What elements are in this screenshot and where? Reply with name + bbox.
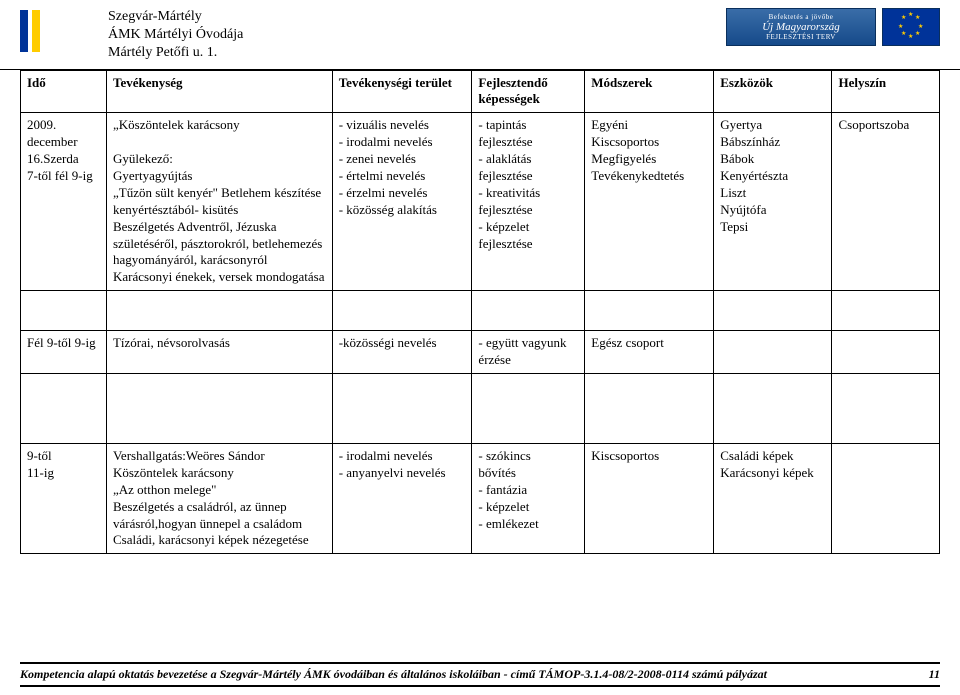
eu-flag-logo: ★ ★ ★ ★ ★ ★ ★ ★ bbox=[882, 8, 940, 46]
cell-hely-1: Csoportszoba bbox=[832, 113, 940, 291]
school-line1: Szegvár-Mártély bbox=[108, 8, 243, 26]
bar-blue bbox=[20, 10, 28, 52]
cell-ido-3: 9-től 11-ig bbox=[21, 444, 107, 554]
cell-tev-2: Tízórai, névsorolvasás bbox=[106, 331, 332, 374]
page-header: Szegvár-Mártély ÁMK Mártélyi Óvodája Már… bbox=[0, 0, 960, 70]
cell-ter-1: - vizuális nevelés - irodalmi nevelés - … bbox=[332, 113, 472, 291]
umft-sub: FEJLESZTÉSI TERV bbox=[766, 33, 836, 41]
cell-esz-2 bbox=[714, 331, 832, 374]
table-row: Fél 9-től 9-ig Tízórai, névsorolvasás -k… bbox=[21, 331, 940, 374]
schedule-table: Idő Tevékenység Tevékenységi terület Fej… bbox=[20, 70, 940, 555]
bar-yellow bbox=[32, 10, 40, 52]
umft-main: Új Magyarország bbox=[762, 21, 840, 33]
cell-kep-2: - együtt vagyunk érzése bbox=[472, 331, 585, 374]
cell-esz-3: Családi képek Karácsonyi képek bbox=[714, 444, 832, 554]
eu-stars-icon: ★ ★ ★ ★ ★ ★ ★ ★ bbox=[899, 15, 923, 39]
spacer-row bbox=[21, 374, 940, 444]
cell-mod-3: Kiscsoportos bbox=[585, 444, 714, 554]
th-modszerek: Módszerek bbox=[585, 70, 714, 113]
table-row: 9-től 11-ig Vershallgatás:Weöres Sándor … bbox=[21, 444, 940, 554]
th-eszkozok: Eszközök bbox=[714, 70, 832, 113]
spacer-row bbox=[21, 291, 940, 331]
page-footer: Kompetencia alapú oktatás bevezetése a S… bbox=[20, 662, 940, 687]
cell-ido-2: Fél 9-től 9-ig bbox=[21, 331, 107, 374]
th-helyszin: Helyszín bbox=[832, 70, 940, 113]
page-number: 11 bbox=[929, 667, 940, 682]
cell-kep-1: - tapintás fejlesztése - alaklátás fejle… bbox=[472, 113, 585, 291]
table-row: 2009. december 16.Szerda 7-től fél 9-ig … bbox=[21, 113, 940, 291]
school-line2: ÁMK Mártélyi Óvodája bbox=[108, 26, 243, 44]
th-tevekenyseg: Tevékenység bbox=[106, 70, 332, 113]
school-line3: Mártély Petőfi u. 1. bbox=[108, 44, 243, 62]
cell-tev-1: „Köszöntelek karácsony Gyülekező: Gyerty… bbox=[106, 113, 332, 291]
umft-small: Befektetés a jövőbe bbox=[769, 13, 834, 21]
cell-tev-3: Vershallgatás:Weöres Sándor Köszöntelek … bbox=[106, 444, 332, 554]
cell-ido-1: 2009. december 16.Szerda 7-től fél 9-ig bbox=[21, 113, 107, 291]
header-left: Szegvár-Mártély ÁMK Mártélyi Óvodája Már… bbox=[20, 8, 243, 63]
header-right-logos: Befektetés a jövőbe Új Magyarország FEJL… bbox=[726, 8, 940, 46]
cell-mod-1: Egyéni Kiscsoportos Megfigyelés Tevékeny… bbox=[585, 113, 714, 291]
cell-hely-2 bbox=[832, 331, 940, 374]
table-header-row: Idő Tevékenység Tevékenységi terület Fej… bbox=[21, 70, 940, 113]
th-terulet: Tevékenységi terület bbox=[332, 70, 472, 113]
cell-ter-2: -közösségi nevelés bbox=[332, 331, 472, 374]
th-ido: Idő bbox=[21, 70, 107, 113]
th-kepessegek: Fejlesztendő képességek bbox=[472, 70, 585, 113]
umft-logo: Befektetés a jövőbe Új Magyarország FEJL… bbox=[726, 8, 876, 46]
footer-text: Kompetencia alapú oktatás bevezetése a S… bbox=[20, 667, 767, 682]
cell-ter-3: - irodalmi nevelés - anyanyelvi nevelés bbox=[332, 444, 472, 554]
cell-esz-1: Gyertya Bábszínház Bábok Kenyértészta Li… bbox=[714, 113, 832, 291]
cell-mod-2: Egész csoport bbox=[585, 331, 714, 374]
school-info: Szegvár-Mártély ÁMK Mártélyi Óvodája Már… bbox=[48, 8, 243, 63]
cell-kep-3: - szókincs bővítés - fantázia - képzelet… bbox=[472, 444, 585, 554]
cell-hely-3 bbox=[832, 444, 940, 554]
color-bars bbox=[20, 10, 40, 52]
